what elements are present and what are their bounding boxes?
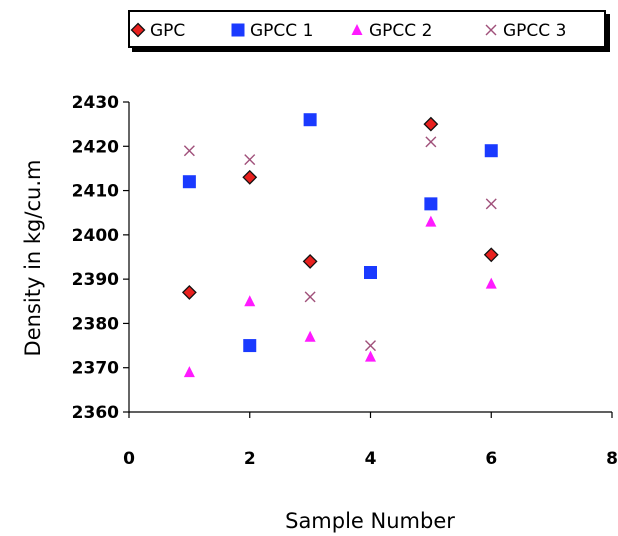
- point-gpcc-3: [304, 291, 316, 303]
- point-gpcc-2: [425, 215, 437, 227]
- point-gpcc-3: [365, 340, 376, 352]
- legend-label-gpc: GPC: [150, 21, 185, 41]
- y-axis-title: Density in kg/cu.m: [21, 160, 45, 357]
- point-gpcc-3: [244, 154, 256, 166]
- x-marker-stroke: [485, 198, 497, 210]
- legend-marker-gpcc-3: [485, 24, 497, 36]
- legend-marker-gpc: [130, 22, 146, 38]
- y-tick-label: 2390: [72, 270, 119, 290]
- point-gpcc-3: [183, 145, 195, 157]
- point-gpcc-3: [425, 136, 437, 148]
- x-tick-label: 2: [244, 449, 256, 469]
- point-gpcc-1: [364, 266, 377, 279]
- x-marker-stroke: [244, 154, 256, 166]
- x-axis-title: Sample Number: [285, 509, 455, 533]
- point-gpcc-2: [244, 295, 256, 307]
- x-tick-label: 0: [123, 449, 135, 469]
- legend-marker-gpcc-1: [231, 23, 245, 37]
- legend-label-gpcc-2: GPCC 2: [369, 21, 432, 41]
- y-tick-label: 2370: [72, 359, 119, 379]
- legend-entries: GPC GPCC 1 GPCC 2 GPCC 3: [130, 21, 566, 41]
- x-marker-stroke: [365, 340, 376, 352]
- x-marker-stroke: [183, 145, 195, 157]
- x-tick-label: 4: [365, 449, 377, 469]
- point-gpcc-1: [182, 175, 196, 189]
- point-gpc: [483, 247, 499, 263]
- x-tick-label: 6: [485, 449, 497, 469]
- x-marker-stroke: [425, 136, 437, 148]
- point-gpcc-3: [485, 198, 497, 210]
- y-tick-label: 2410: [72, 182, 119, 202]
- x-tick-label: 8: [606, 449, 618, 469]
- y-tick-label: 2420: [72, 137, 119, 157]
- point-gpc: [302, 254, 318, 269]
- plot-area: 2360 2370 2380 2390 2400 2410 2420 2430 0 2 4 6 8: [72, 93, 618, 469]
- point-gpcc-2: [183, 366, 195, 378]
- point-gpcc-1: [424, 197, 438, 211]
- point-gpcc-1: [243, 339, 257, 353]
- point-gpcc-2: [485, 277, 497, 289]
- point-gpcc-2: [304, 330, 316, 342]
- point-gpcc-1: [484, 144, 498, 158]
- y-tick-label: 2400: [72, 226, 119, 246]
- legend-label-gpcc-3: GPCC 3: [503, 21, 566, 41]
- y-tick-label: 2360: [72, 403, 119, 423]
- point-gpcc-2: [365, 350, 376, 362]
- x-marker-stroke: [304, 291, 316, 303]
- point-gpc: [423, 116, 439, 132]
- legend-marker-gpcc-2: [351, 24, 363, 35]
- y-tick-label: 2380: [72, 314, 119, 334]
- y-tick-label: 2430: [72, 93, 119, 113]
- legend-label-gpcc-1: GPCC 1: [250, 21, 313, 41]
- point-gpc: [181, 285, 197, 300]
- legend: [128, 10, 606, 48]
- point-gpcc-1: [303, 113, 317, 127]
- x-marker-stroke: [485, 24, 497, 36]
- point-gpc: [242, 169, 258, 185]
